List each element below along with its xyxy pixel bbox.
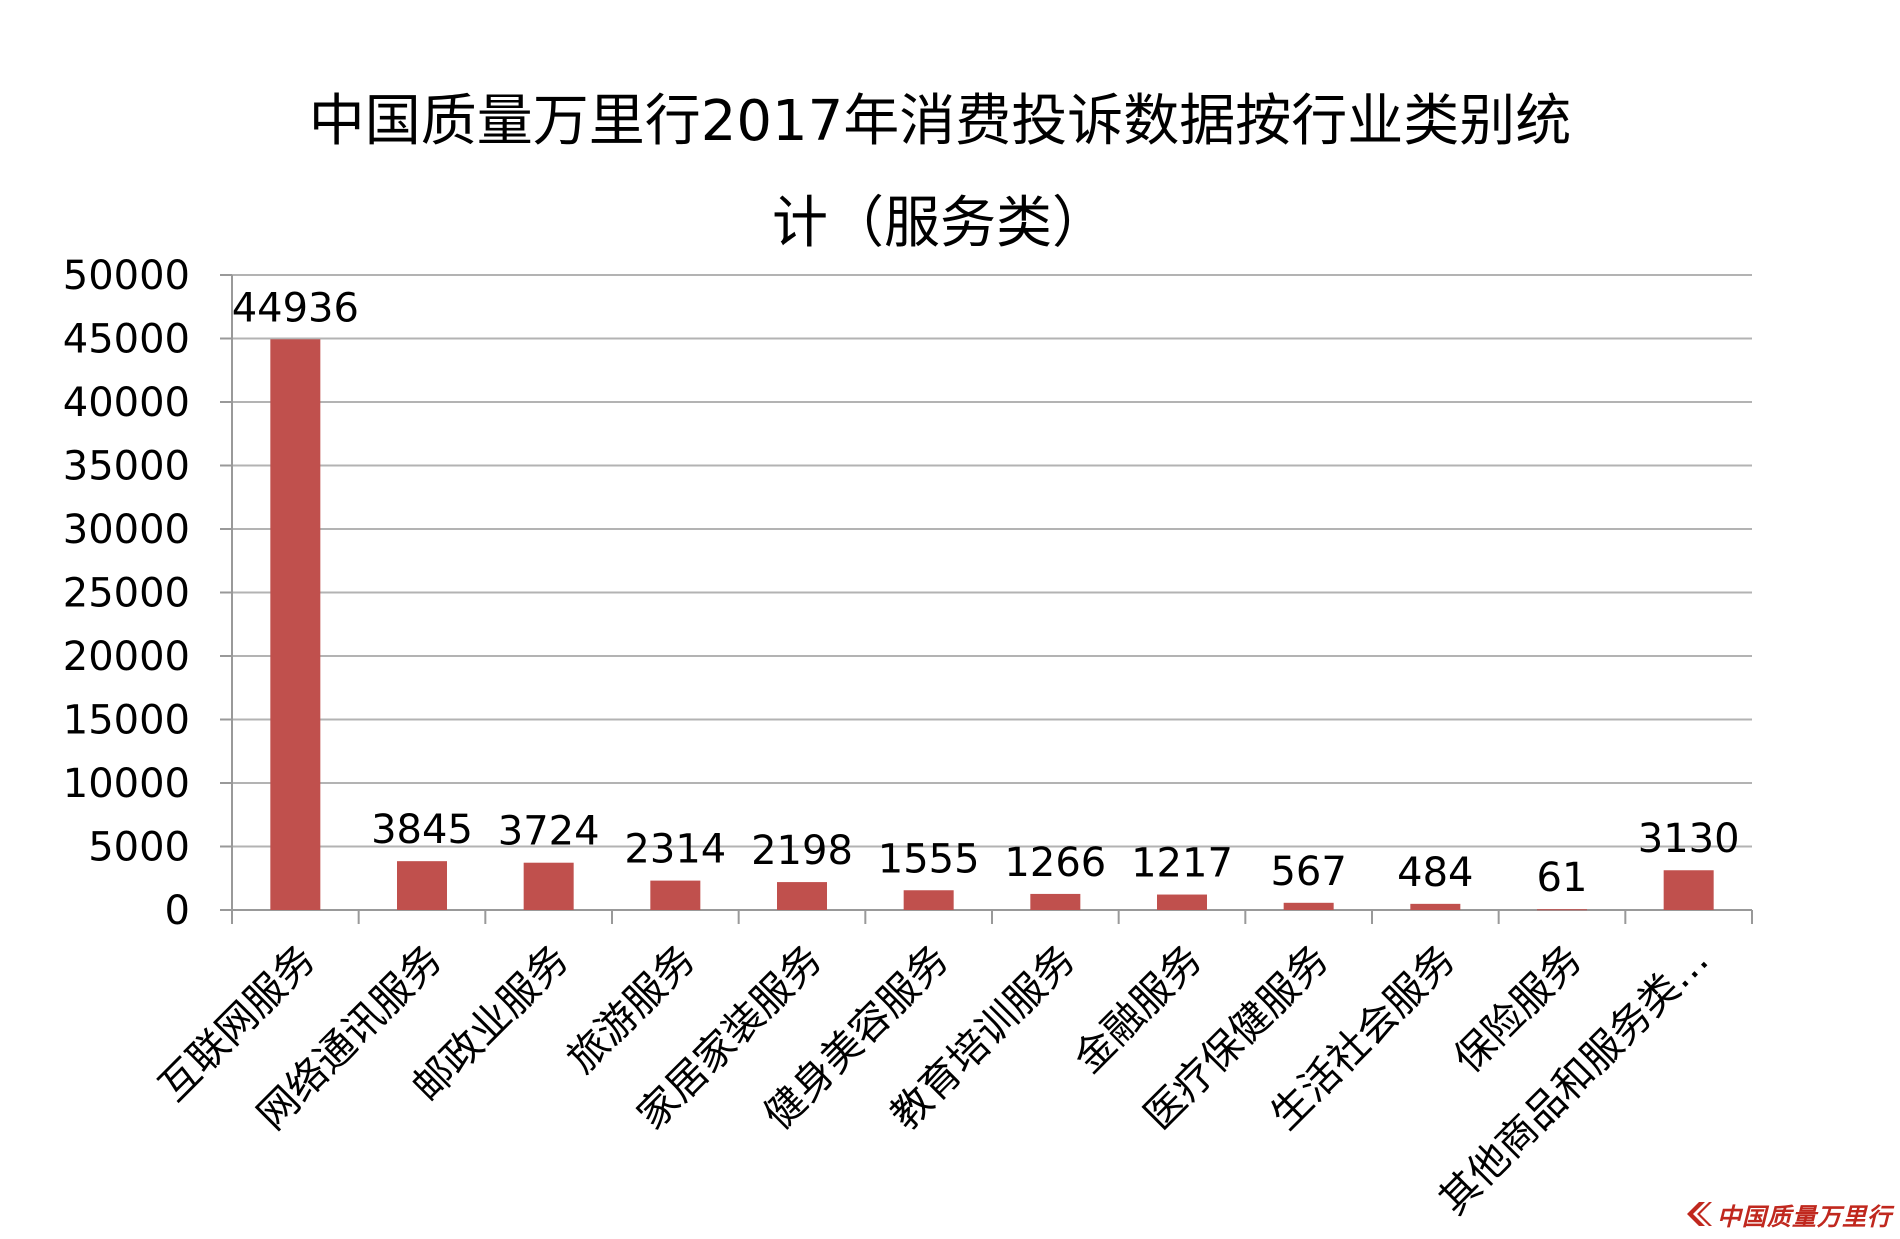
y-tick-label: 15000: [63, 698, 190, 744]
bar: [1157, 894, 1207, 910]
y-tick-label: 20000: [63, 634, 190, 680]
data-label: 484: [1397, 850, 1473, 896]
data-label: 3130: [1638, 816, 1740, 862]
y-axis-ticks: 0 5000 10000 15000 20000 25000 30000 35000 40000…: [63, 253, 190, 934]
data-labels: 44936 3845 3724 2314 2198 1555 1266 1217 567 484 6…: [232, 285, 1740, 901]
bar: [777, 882, 827, 910]
y-tick-label: 50000: [63, 253, 190, 299]
y-tick-label: 35000: [63, 444, 190, 490]
bar: [1537, 909, 1587, 911]
data-label: 1266: [1004, 840, 1106, 886]
axes: [220, 274, 1753, 924]
bars: [270, 339, 1714, 911]
bar: [270, 339, 321, 910]
bar: [1410, 903, 1461, 910]
y-tick-label: 5000: [88, 825, 190, 871]
bar: [397, 861, 447, 910]
chart-title-line-1: 中国质量万里行2017年消费投诉数据按行业类别统: [309, 89, 1572, 154]
bar: [523, 862, 574, 910]
bar: [1283, 902, 1334, 910]
data-label: 44936: [232, 285, 359, 331]
y-tick-label: 30000: [63, 507, 190, 553]
data-label: 3845: [371, 807, 473, 853]
y-tick-label: 45000: [63, 317, 190, 363]
bar: [1663, 870, 1714, 910]
bar: [650, 880, 701, 910]
x-axis-categories: 互联网服务网络通讯服务邮政业服务旅游服务家居家装服务健身美容服务教育培训服务金融…: [150, 937, 1717, 1224]
data-label: 1217: [1131, 841, 1233, 887]
data-label: 2198: [751, 828, 853, 874]
chart-title-line-2: 计（服务类）: [772, 191, 1108, 256]
bar: [903, 890, 954, 910]
watermark-text: 中国质量万里行: [1717, 1201, 1892, 1231]
data-label: 1555: [878, 836, 980, 882]
watermark-logo: 中国质量万里行: [1683, 1197, 1892, 1231]
y-tick-label: 25000: [63, 571, 190, 617]
data-label: 3724: [498, 809, 600, 855]
gridlines: [232, 274, 1752, 848]
watermark-chevron-icon: [1687, 1202, 1712, 1226]
bar: [1030, 893, 1081, 910]
data-label: 61: [1537, 855, 1588, 901]
y-tick-label: 40000: [63, 380, 190, 426]
data-label: 2314: [624, 827, 726, 873]
data-label: 567: [1270, 849, 1346, 895]
y-tick-label: 0: [165, 888, 190, 934]
y-tick-label: 10000: [63, 761, 190, 807]
